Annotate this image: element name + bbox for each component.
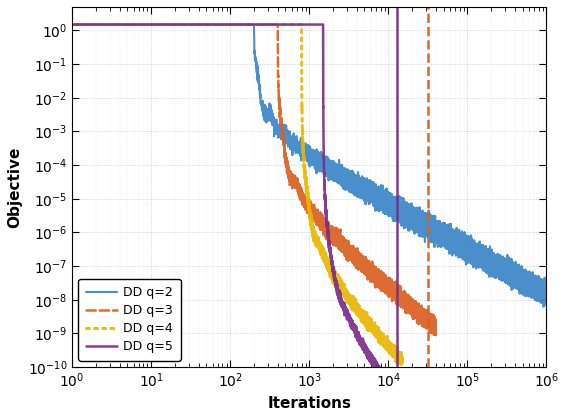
DD q=4 bbox=[68, 22, 75, 27]
DD q=5 bbox=[393, 395, 400, 400]
DD q=5 bbox=[68, 22, 75, 27]
DD q=4 bbox=[397, 363, 404, 368]
DD q=5 bbox=[355, 337, 362, 342]
DD q=3 bbox=[368, 267, 375, 272]
DD q=3 bbox=[432, 328, 439, 333]
Y-axis label: Objective: Objective bbox=[7, 146, 22, 228]
Line: DD q=2: DD q=2 bbox=[72, 25, 546, 307]
DD q=5 bbox=[394, 395, 401, 400]
DD q=4 bbox=[359, 316, 366, 321]
DD q=3 bbox=[68, 22, 75, 27]
DD q=3 bbox=[363, 260, 370, 265]
DD q=3 bbox=[415, 311, 422, 316]
Line: DD q=4: DD q=4 bbox=[72, 25, 402, 365]
Line: DD q=5: DD q=5 bbox=[72, 25, 397, 398]
DD q=5 bbox=[369, 357, 376, 362]
DD q=2 bbox=[462, 246, 469, 251]
DD q=5 bbox=[323, 213, 330, 218]
DD q=2 bbox=[68, 22, 75, 27]
DD q=2 bbox=[357, 181, 363, 186]
DD q=3 bbox=[375, 272, 381, 277]
DD q=3 bbox=[431, 333, 438, 338]
DD q=4 bbox=[258, 22, 265, 27]
DD q=4 bbox=[354, 309, 361, 314]
X-axis label: Iterations: Iterations bbox=[267, 396, 351, 411]
DD q=3 bbox=[400, 303, 407, 308]
DD q=3 bbox=[362, 265, 368, 270]
DD q=4 bbox=[302, 172, 308, 177]
DD q=2 bbox=[431, 229, 438, 234]
DD q=2 bbox=[397, 199, 404, 204]
DD q=2 bbox=[543, 291, 550, 296]
DD q=2 bbox=[526, 282, 533, 287]
DD q=4 bbox=[399, 359, 406, 364]
DD q=2 bbox=[526, 288, 533, 293]
DD q=5 bbox=[349, 327, 356, 332]
DD q=2 bbox=[540, 304, 547, 309]
DD q=5 bbox=[302, 22, 309, 27]
Line: DD q=3: DD q=3 bbox=[72, 25, 436, 336]
Legend: DD q=2, DD q=3, DD q=4, DD q=5: DD q=2, DD q=3, DD q=4, DD q=5 bbox=[78, 279, 181, 361]
DD q=5 bbox=[392, 387, 399, 393]
DD q=4 bbox=[340, 285, 347, 290]
DD q=4 bbox=[383, 338, 390, 343]
